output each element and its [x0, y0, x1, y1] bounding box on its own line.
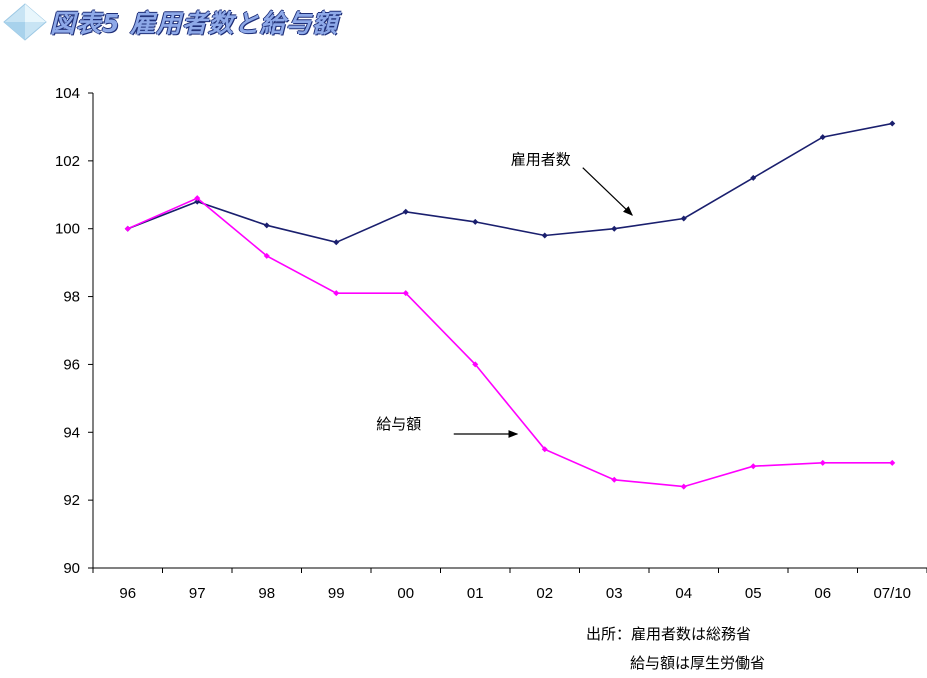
series-1-point — [472, 218, 479, 225]
series-2-point — [333, 290, 340, 297]
series-1-point — [819, 134, 826, 141]
x-tick-label: 00 — [397, 585, 414, 602]
series-1-point — [541, 232, 548, 239]
source-line-2: 給与額は厚生労働省 — [630, 654, 766, 672]
y-tick-label: 96 — [63, 356, 80, 373]
x-tick-label: 05 — [745, 585, 762, 602]
series-1-point — [611, 225, 618, 232]
x-tick-label: 06 — [814, 585, 831, 602]
chart-title: 図表5 雇用者数と給与額 — [50, 9, 339, 38]
series-1-point — [263, 222, 270, 229]
x-tick-label: 96 — [119, 585, 136, 602]
y-tick-label: 90 — [63, 560, 80, 577]
y-tick-label: 94 — [63, 424, 80, 441]
x-tick-label: 04 — [675, 585, 692, 602]
series-2-point — [889, 459, 896, 466]
series-2-point — [402, 290, 409, 297]
series-2-point — [124, 225, 131, 232]
chart-series — [124, 120, 896, 490]
x-tick-label: 98 — [258, 585, 275, 602]
x-tick-label: 99 — [328, 585, 345, 602]
y-tick-label: 100 — [55, 221, 80, 238]
series-2-point — [263, 252, 270, 259]
x-tick-label: 03 — [606, 585, 623, 602]
series-1-point — [680, 215, 687, 222]
series-2-point — [472, 361, 479, 368]
series-2-point — [680, 483, 687, 490]
diamond-icon — [3, 3, 47, 41]
x-tick-label: 97 — [189, 585, 206, 602]
y-tick-label: 104 — [55, 85, 80, 102]
chart-title-block: 図表5 雇用者数と給与額 — [0, 0, 420, 44]
y-tick-label: 98 — [63, 289, 80, 306]
series-1-point — [402, 208, 409, 215]
source-note: 出所：雇用者数は総務省 給与額は厚生労働省 — [586, 620, 765, 678]
source-line-1: 出所：雇用者数は総務省 — [586, 625, 752, 643]
series-1-point — [750, 174, 757, 181]
annotation-arrow-employees — [582, 167, 633, 216]
series-line-1 — [127, 122, 893, 244]
series-line-2 — [127, 197, 893, 488]
chart-axes: 90 92 94 96 98 100 102 104 96 97 98 99 00 01 02 03 04 05 0… — [55, 85, 927, 602]
x-tick-label: 01 — [467, 585, 484, 602]
series-2-point — [819, 459, 826, 466]
x-tick-label: 02 — [536, 585, 553, 602]
series-1-point — [889, 120, 896, 127]
series-2-point — [750, 463, 757, 470]
x-tick-label: 07/10 — [873, 585, 911, 602]
annotation-label-wages: 給与額 — [376, 415, 421, 433]
series-2-point — [611, 476, 618, 483]
y-tick-label: 92 — [63, 492, 80, 509]
y-tick-label: 102 — [55, 153, 80, 170]
series-1-point — [333, 239, 340, 246]
annotation-label-employees: 雇用者数 — [511, 150, 571, 168]
series-2-point — [541, 446, 548, 453]
series-2-point — [194, 195, 201, 202]
